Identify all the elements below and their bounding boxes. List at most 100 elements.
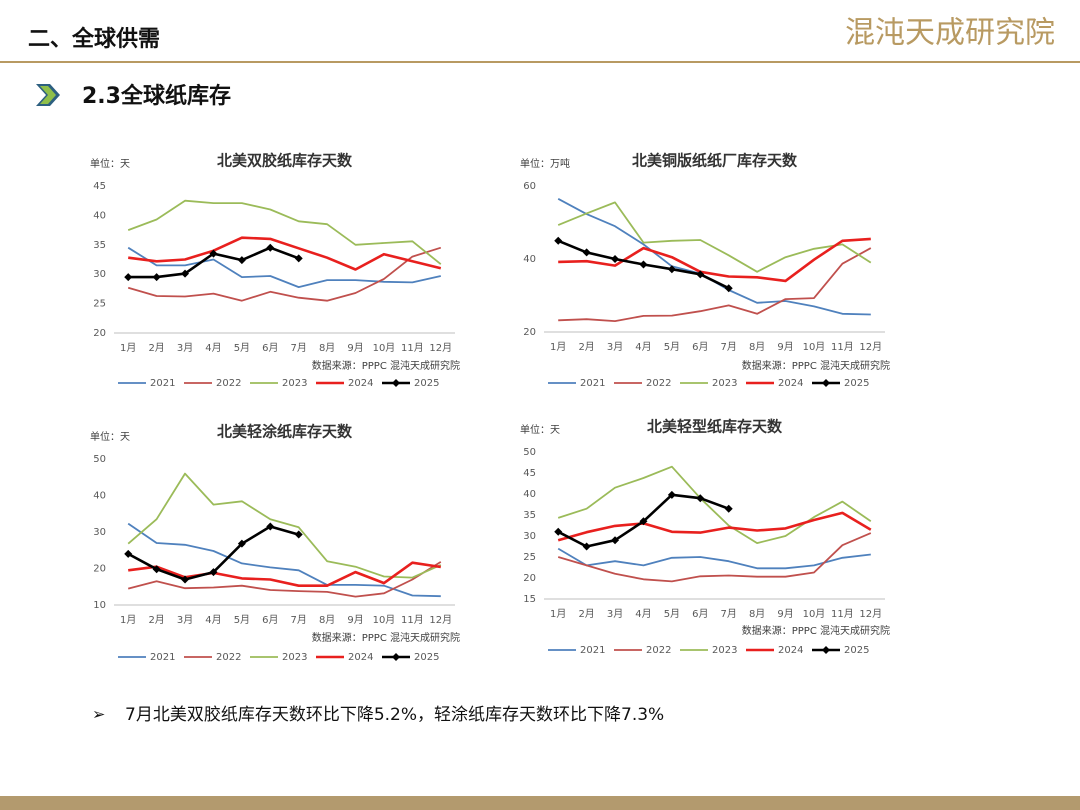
x-tick-label: 5月 — [664, 608, 680, 620]
x-tick-label: 10月 — [373, 342, 396, 354]
series-line — [557, 465, 872, 544]
x-tick-label: 7月 — [291, 614, 307, 626]
legend-label: 2021 — [580, 378, 605, 389]
legend-label: 2021 — [580, 645, 605, 656]
x-tick-label: 6月 — [262, 614, 278, 626]
x-tick-label: 5月 — [234, 614, 250, 626]
x-tick-label: 2月 — [578, 608, 594, 620]
x-tick-label: 6月 — [692, 608, 708, 620]
x-tick-label: 12月 — [859, 608, 882, 620]
x-tick-label: 7月 — [291, 342, 307, 354]
x-tick-label: 9月 — [777, 341, 793, 353]
y-tick-label: 35 — [93, 240, 106, 251]
series-line — [128, 561, 441, 587]
x-tick-label: 7月 — [721, 341, 737, 353]
y-tick-label: 25 — [93, 299, 106, 310]
x-tick-label: 11月 — [401, 342, 424, 354]
series-line — [127, 199, 442, 265]
x-tick-label: 3月 — [177, 614, 193, 626]
x-tick-label: 10月 — [803, 341, 826, 353]
y-tick-label: 10 — [93, 600, 106, 611]
unit-label: 单位：天 — [90, 430, 130, 443]
marker — [611, 255, 620, 263]
bullet: ➢ — [92, 705, 105, 724]
marker — [237, 256, 246, 265]
x-tick-label: 2月 — [148, 614, 164, 626]
x-tick-label: 4月 — [635, 608, 651, 620]
x-tick-label: 2月 — [148, 342, 164, 354]
page-title: 二、全球供需 — [28, 26, 160, 52]
y-tick-label: 40 — [523, 489, 536, 500]
y-tick-label: 40 — [93, 210, 106, 221]
marker — [124, 549, 133, 558]
x-tick-label: 8月 — [749, 341, 765, 353]
y-tick-label: 20 — [523, 327, 536, 338]
x-tick-label: 5月 — [234, 342, 250, 354]
series-line — [128, 236, 442, 271]
legend-label: 2023 — [712, 378, 737, 389]
marker — [294, 530, 303, 539]
legend-marker — [822, 379, 830, 387]
marker — [724, 504, 733, 513]
legend-label: 2021 — [150, 652, 175, 663]
y-tick-label: 30 — [93, 269, 106, 280]
series-line — [127, 246, 441, 288]
series-line — [558, 247, 872, 322]
legend-label: 2025 — [414, 378, 439, 389]
legend-label: 2024 — [778, 645, 803, 656]
marker — [152, 565, 161, 574]
y-tick-label: 15 — [523, 594, 536, 605]
source: 数据来源：PPPC 混沌天成研究院 — [742, 359, 890, 372]
x-tick-label: 4月 — [205, 614, 221, 626]
legend-label: 2023 — [282, 652, 307, 663]
footer-bar — [0, 796, 1080, 810]
marker — [696, 494, 705, 503]
legend-label: 2025 — [414, 652, 439, 663]
x-tick-label: 12月 — [429, 342, 452, 354]
legend-label: 2022 — [646, 378, 671, 389]
chart-title: 北美铜版纸纸厂库存天数 — [632, 152, 798, 170]
marker — [724, 284, 733, 293]
y-tick-label: 45 — [93, 181, 106, 192]
x-tick-label: 10月 — [803, 608, 826, 620]
legend-label: 2024 — [348, 378, 373, 389]
marker — [554, 527, 563, 536]
marker — [152, 273, 161, 282]
marker — [294, 254, 303, 263]
x-tick-label: 12月 — [429, 614, 452, 626]
legend-marker — [822, 646, 830, 654]
x-tick-label: 2月 — [578, 341, 594, 353]
marker — [582, 248, 591, 257]
series-line — [127, 561, 442, 598]
x-tick-label: 4月 — [635, 341, 651, 353]
series-line — [127, 246, 442, 302]
y-tick-label: 50 — [93, 454, 106, 465]
marker — [266, 243, 275, 252]
x-tick-label: 1月 — [120, 342, 136, 354]
marker — [611, 536, 620, 545]
y-tick-label: 30 — [523, 531, 536, 542]
marker — [124, 273, 133, 282]
marker — [667, 490, 676, 499]
marker — [639, 260, 648, 269]
chart-title: 北美双胶纸库存天数 — [217, 152, 353, 170]
chart-title: 北美轻涂纸库存天数 — [217, 423, 353, 441]
marker — [266, 522, 275, 531]
x-tick-label: 10月 — [373, 614, 396, 626]
legend-label: 2022 — [216, 652, 241, 663]
series-line — [557, 532, 872, 583]
legend-marker — [392, 653, 400, 661]
x-tick-label: 9月 — [777, 608, 793, 620]
logo: 混沌天成研究院 — [845, 16, 1055, 51]
x-tick-label: 1月 — [550, 341, 566, 353]
x-tick-label: 11月 — [831, 341, 854, 353]
series-line — [558, 237, 871, 283]
chart-title: 北美轻型纸库存天数 — [647, 418, 783, 436]
legend-label: 2025 — [844, 645, 869, 656]
legend-label: 2022 — [646, 645, 671, 656]
y-tick-label: 20 — [93, 328, 106, 339]
x-tick-label: 3月 — [607, 608, 623, 620]
y-tick-label: 40 — [523, 254, 536, 265]
y-tick-label: 20 — [523, 573, 536, 584]
legend-label: 2024 — [348, 652, 373, 663]
